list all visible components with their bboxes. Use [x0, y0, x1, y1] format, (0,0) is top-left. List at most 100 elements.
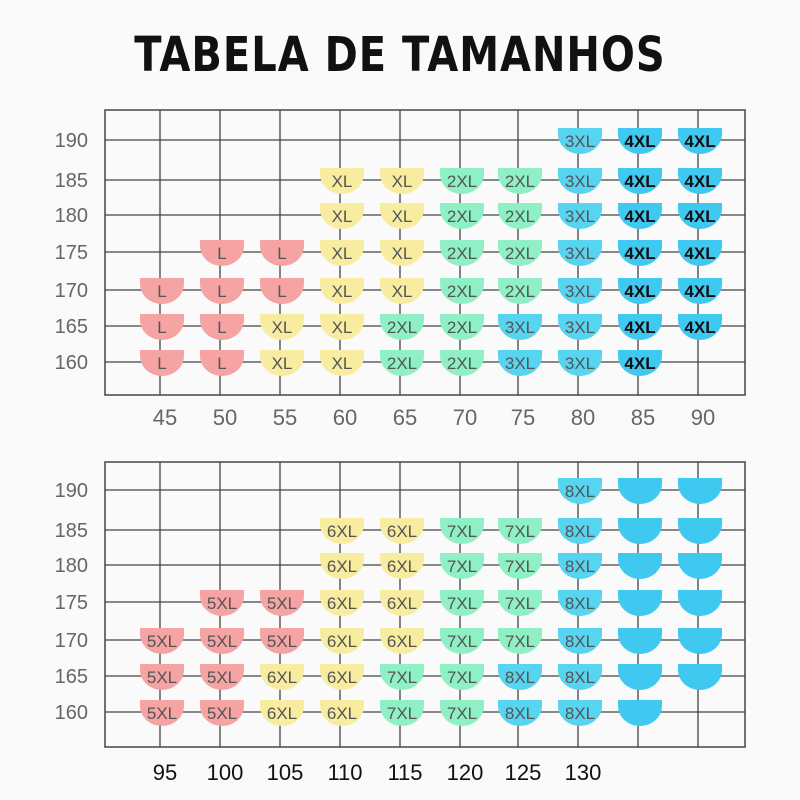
- size-badge: [380, 664, 424, 690]
- size-cell: XL: [320, 278, 364, 304]
- size-badge: [558, 553, 602, 579]
- size-chart-bottom: 190 185 180 175 170 165 160 95 100 105 110 115 120 12…: [55, 461, 746, 785]
- size-badge: [440, 240, 484, 266]
- size-label: XL: [272, 354, 293, 373]
- size-cell: 8XL: [558, 590, 602, 616]
- size-label: 3XL: [505, 354, 535, 373]
- size-cell: 7XL: [440, 700, 484, 726]
- size-badge: [498, 203, 542, 229]
- size-label: 2XL: [447, 318, 477, 337]
- size-cell: 8XL: [498, 664, 542, 690]
- y-tick-label: 170: [55, 280, 88, 302]
- size-cell: L: [140, 278, 184, 304]
- size-badge: [498, 278, 542, 304]
- size-cell: [618, 700, 662, 726]
- size-label: 2XL: [447, 172, 477, 191]
- x-tick-label: 60: [333, 405, 357, 430]
- size-label: 2XL: [505, 207, 535, 226]
- size-badge: [140, 664, 184, 690]
- size-badge: [260, 240, 304, 266]
- size-badge: [440, 628, 484, 654]
- size-badge: [200, 590, 244, 616]
- size-cell: 5XL: [200, 590, 244, 616]
- size-label: 8XL: [565, 482, 595, 501]
- size-badge: [678, 314, 722, 340]
- size-cell: 8XL: [498, 700, 542, 726]
- x-tick-label: 50: [213, 405, 237, 430]
- size-badge: [320, 664, 364, 690]
- size-badge: [440, 518, 484, 544]
- size-cell: 4XL: [678, 203, 722, 229]
- size-label: 8XL: [565, 594, 595, 613]
- size-badge: [618, 700, 662, 726]
- size-cell: 6XL: [320, 590, 364, 616]
- size-cell: 5XL: [260, 590, 304, 616]
- size-label: 5XL: [147, 668, 177, 687]
- size-badge: [380, 700, 424, 726]
- size-cell: [678, 590, 722, 616]
- size-cell: 6XL: [320, 664, 364, 690]
- size-label: 7XL: [447, 557, 477, 576]
- size-label: 8XL: [565, 522, 595, 541]
- size-badge: [618, 128, 662, 154]
- size-badge: [320, 240, 364, 266]
- size-label: 4XL: [624, 207, 655, 226]
- size-badge: [558, 664, 602, 690]
- size-cell: 4XL: [618, 203, 662, 229]
- size-badge: [498, 628, 542, 654]
- size-label: 8XL: [565, 668, 595, 687]
- size-label: 6XL: [387, 594, 417, 613]
- size-cell: [618, 664, 662, 690]
- x-tick-label: 115: [387, 760, 422, 785]
- size-cell: XL: [320, 240, 364, 266]
- x-tick-label: 75: [511, 405, 535, 430]
- size-badge: [140, 700, 184, 726]
- size-badge: [320, 350, 364, 376]
- size-cell: 7XL: [498, 628, 542, 654]
- size-cell: 6XL: [260, 700, 304, 726]
- size-cell: XL: [260, 314, 304, 340]
- size-label: 4XL: [684, 172, 715, 191]
- size-cell: 2XL: [440, 350, 484, 376]
- size-label: 3XL: [565, 207, 595, 226]
- size-cell: 6XL: [320, 553, 364, 579]
- size-badge: [440, 278, 484, 304]
- size-badge: [200, 664, 244, 690]
- size-label: 2XL: [447, 207, 477, 226]
- size-label: 8XL: [505, 704, 535, 723]
- size-badge: [320, 314, 364, 340]
- size-cell: 4XL: [678, 168, 722, 194]
- size-badge: [380, 518, 424, 544]
- y-tick-label: 165: [55, 666, 88, 688]
- size-label: 7XL: [505, 522, 535, 541]
- y-tick-label: 185: [55, 170, 88, 192]
- size-label: 4XL: [684, 282, 715, 301]
- size-label: 2XL: [387, 318, 417, 337]
- page-title: TABELA DE TAMANHOS: [134, 28, 666, 84]
- size-cell: XL: [320, 168, 364, 194]
- size-badge: [260, 590, 304, 616]
- size-cell: 2XL: [440, 314, 484, 340]
- size-label: XL: [332, 207, 353, 226]
- size-cell: L: [200, 314, 244, 340]
- size-cell: XL: [380, 203, 424, 229]
- size-label: 3XL: [565, 318, 595, 337]
- size-cell: L: [140, 314, 184, 340]
- size-label: 4XL: [624, 172, 655, 191]
- size-badge: [380, 628, 424, 654]
- size-cell: 6XL: [380, 518, 424, 544]
- y-tick-label: 175: [55, 592, 88, 614]
- size-badge: [260, 278, 304, 304]
- size-cell: XL: [380, 240, 424, 266]
- size-cell: 6XL: [380, 553, 424, 579]
- size-label: L: [217, 244, 226, 263]
- size-badge: [320, 628, 364, 654]
- size-cell: 6XL: [320, 700, 364, 726]
- size-badge: [320, 278, 364, 304]
- size-label: 6XL: [327, 668, 357, 687]
- size-cell: 2XL: [380, 350, 424, 376]
- size-badge: [380, 168, 424, 194]
- size-label: 7XL: [505, 557, 535, 576]
- size-cell: [618, 553, 662, 579]
- size-cell: XL: [320, 350, 364, 376]
